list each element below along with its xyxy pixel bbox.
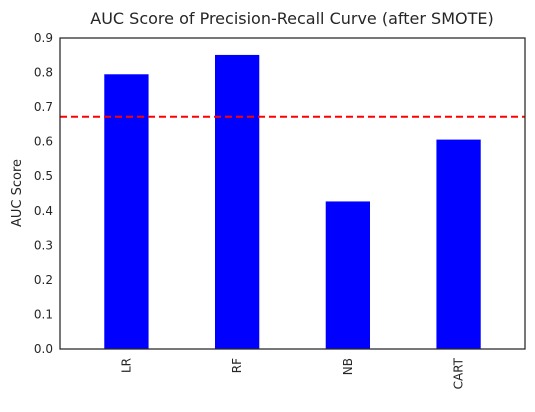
y-tick-label: 0.8 [34, 66, 53, 80]
y-tick-label: 0.5 [34, 169, 53, 183]
plot-area-frame [59, 37, 526, 350]
x-tick-label: LR [119, 358, 133, 373]
bars-group [104, 54, 481, 350]
y-tick-label: 0.0 [34, 342, 53, 356]
bar-rf [215, 54, 260, 349]
y-tick-label: 0.6 [34, 135, 53, 149]
y-tick-label: 0.9 [34, 31, 53, 45]
bar-lr [104, 74, 149, 350]
chart-title: AUC Score of Precision-Recall Curve (aft… [90, 9, 493, 28]
x-tick-label: CART [452, 357, 466, 389]
y-axis-ticks: 0.0 0.1 0.2 0.3 0.4 0.5 0.6 0.7 0.8 0.9 [34, 31, 53, 356]
y-tick-label: 0.1 [34, 307, 53, 321]
y-tick-label: 0.4 [34, 204, 53, 218]
y-tick-label: 0.7 [34, 100, 53, 114]
y-tick-label: 0.3 [34, 238, 53, 252]
bar-cart [436, 139, 481, 349]
bar-nb [325, 201, 370, 349]
x-axis-ticks: LR RF NB CART [119, 357, 465, 389]
x-tick-label: RF [230, 358, 244, 373]
y-tick-label: 0.2 [34, 273, 53, 287]
x-tick-label: NB [341, 358, 355, 375]
y-axis-label: AUC Score [10, 159, 25, 227]
